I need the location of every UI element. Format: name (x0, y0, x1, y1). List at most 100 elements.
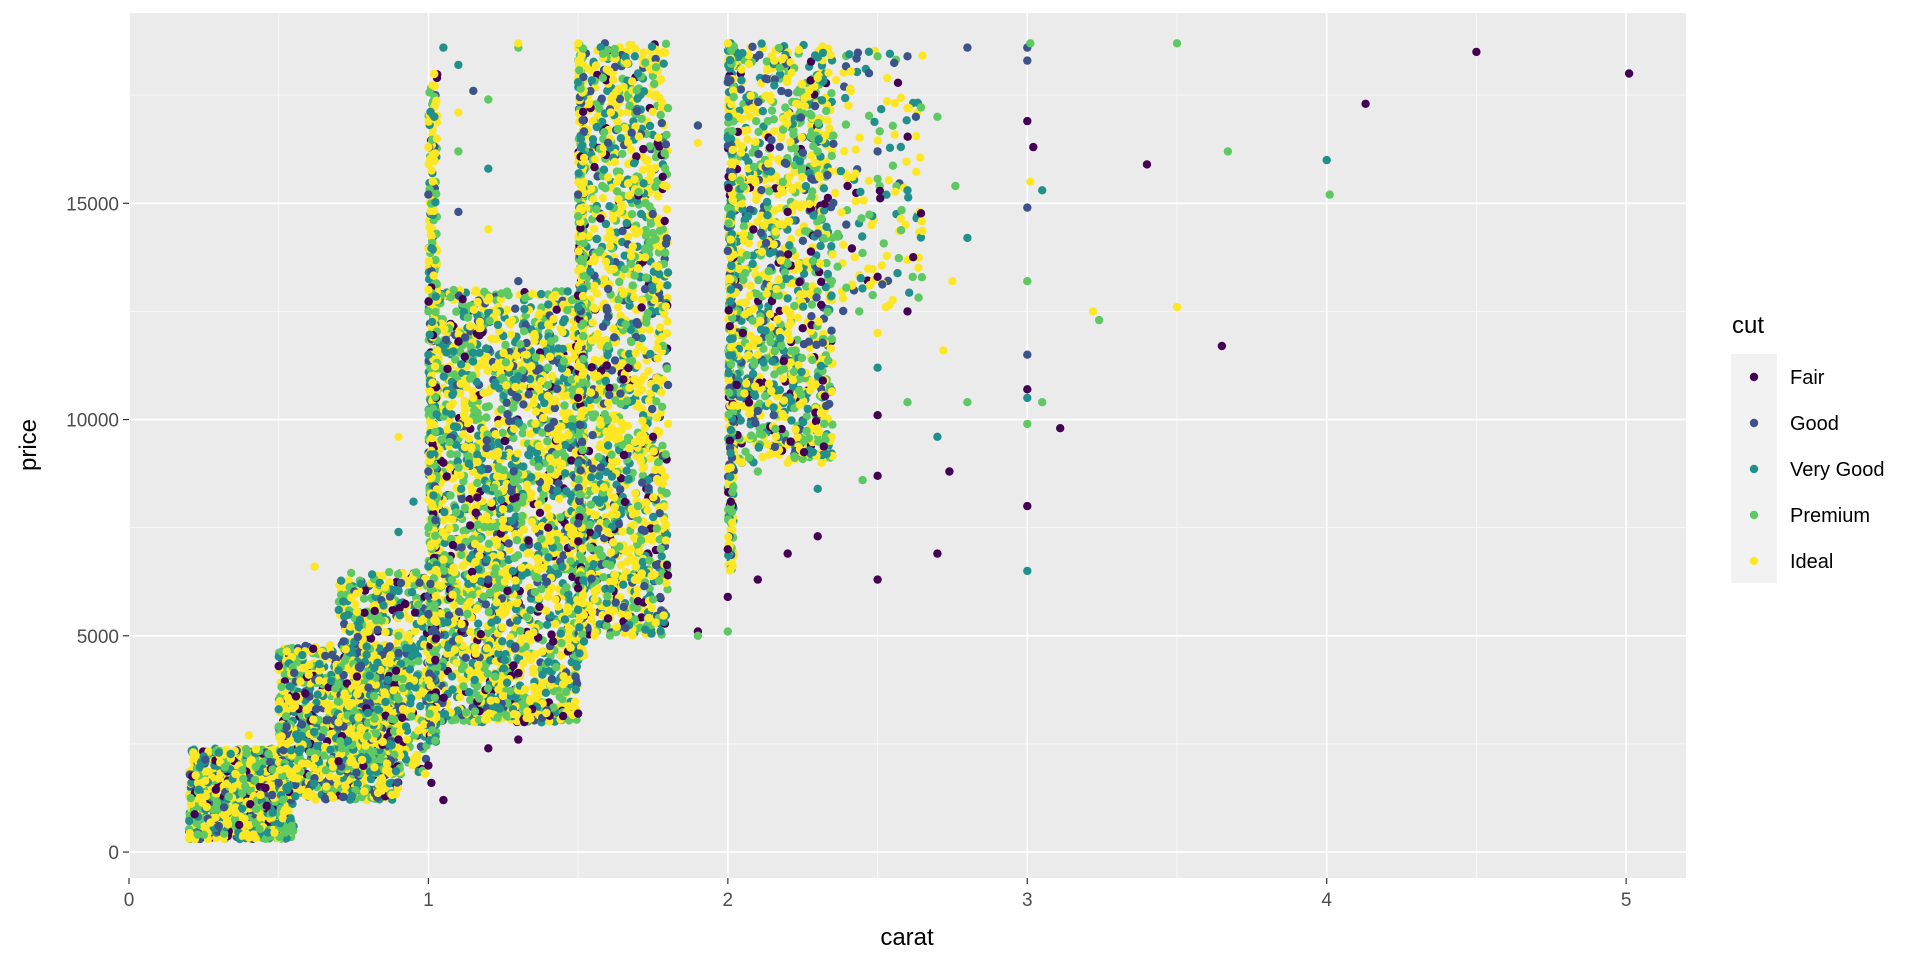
data-point (292, 764, 301, 773)
data-point (320, 794, 330, 803)
data-point (247, 756, 256, 765)
data-point (385, 642, 394, 651)
data-point (246, 800, 255, 809)
data-point (336, 737, 345, 746)
data-point (282, 739, 292, 748)
data-point (512, 351, 521, 360)
data-point (553, 384, 562, 394)
data-point (377, 616, 386, 625)
data-point (452, 307, 461, 316)
data-point (498, 373, 507, 383)
data-point (491, 430, 500, 439)
data-point (449, 285, 458, 295)
data-point (454, 463, 463, 472)
data-point (373, 705, 383, 714)
data-point (519, 492, 528, 502)
data-point (467, 567, 477, 577)
data-point (220, 829, 229, 838)
data-point (565, 624, 574, 633)
data-point (553, 435, 562, 444)
data-point (440, 507, 449, 517)
data-point (545, 454, 555, 463)
data-point (237, 804, 247, 813)
data-point (502, 678, 512, 687)
data-point (561, 440, 570, 450)
data-point (554, 602, 563, 611)
data-point (398, 713, 407, 722)
data-point (439, 555, 448, 564)
data-point (498, 515, 508, 525)
data-point (563, 306, 572, 315)
data-point (484, 607, 493, 617)
data-point (535, 441, 544, 451)
data-point (504, 539, 513, 548)
data-point (560, 615, 570, 624)
data-point (487, 618, 496, 627)
data-point (492, 308, 501, 317)
data-point (495, 704, 505, 713)
data-point (562, 583, 571, 592)
data-point (507, 516, 516, 525)
data-point (471, 286, 481, 295)
data-point (281, 805, 290, 815)
data-point (469, 574, 478, 584)
data-point (512, 598, 522, 608)
data-point (466, 695, 475, 705)
data-point (518, 511, 527, 521)
data-point (309, 715, 318, 724)
data-point (363, 732, 372, 741)
data-point (309, 779, 319, 788)
data-point (469, 305, 479, 314)
data-point (252, 804, 261, 814)
data-point (352, 672, 362, 681)
data-point (383, 675, 393, 685)
data-point (346, 757, 355, 767)
data-point (341, 655, 350, 665)
data-point (499, 348, 508, 358)
data-point (473, 478, 482, 488)
data-point (534, 365, 543, 374)
data-point (542, 708, 551, 718)
data-point (509, 709, 519, 719)
data-point (459, 661, 469, 670)
data-point (186, 793, 195, 803)
data-point (509, 403, 518, 412)
data-point (327, 676, 336, 686)
data-point (262, 801, 271, 810)
data-point (220, 762, 230, 772)
data-point (305, 792, 314, 801)
data-point (296, 745, 305, 754)
data-point (545, 511, 554, 521)
data-point (487, 450, 496, 459)
data-point (494, 685, 503, 694)
data-point (405, 665, 415, 674)
data-point (362, 650, 371, 659)
data-point (519, 327, 529, 336)
data-points (184, 39, 1634, 844)
data-point (502, 711, 511, 720)
data-point (396, 578, 406, 588)
data-point (201, 776, 210, 785)
data-point (442, 472, 451, 481)
data-point (506, 686, 515, 696)
data-point (339, 792, 348, 802)
data-point (365, 671, 374, 680)
data-point (511, 576, 520, 585)
data-point (193, 830, 202, 839)
data-point (485, 316, 494, 326)
data-point (516, 340, 525, 349)
data-point (321, 766, 331, 775)
data-point (474, 619, 483, 628)
data-point (520, 304, 529, 314)
data-point (551, 663, 561, 672)
data-point (448, 390, 457, 400)
data-point (465, 322, 475, 331)
data-point (482, 443, 491, 453)
data-point (347, 568, 356, 578)
data-point (465, 374, 475, 383)
data-point (354, 713, 363, 722)
data-point (427, 166, 436, 175)
data-point (551, 619, 560, 629)
data-point (256, 790, 265, 800)
